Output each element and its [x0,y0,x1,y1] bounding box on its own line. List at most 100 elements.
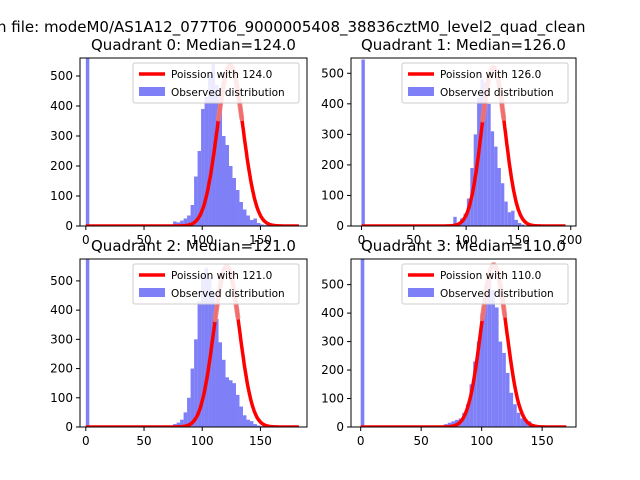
y-tick-label: 0 [65,219,73,233]
histogram-bar [521,224,525,226]
histogram-bar [173,221,177,226]
x-tick-label: 50 [406,233,421,247]
legend-box [132,62,300,104]
legend-label-observed: Observed distribution [440,87,554,99]
histogram-bar [520,418,524,427]
x-tick-label: 150 [531,434,554,448]
x-tick-label: 50 [136,233,151,247]
histogram-bar [494,307,499,427]
x-tick-label: 150 [249,233,272,247]
histogram-bar [480,79,484,226]
legend-box [132,263,300,305]
y-tick-label: 300 [50,332,73,346]
histogram-bar [225,145,230,226]
histogram-bar [246,215,250,226]
legend-label-observed: Observed distribution [171,288,285,300]
x-tick-label: 0 [357,434,365,448]
histogram-bar [451,421,456,427]
chart-panel-3: 0 50 100 150 0 100 200 300 400 500 Poission with 1… [321,237,577,448]
legend-label-poisson: Poission with 124.0 [171,69,272,81]
figure-suptitle: n file: modeM0/AS1A12_077T06_9000005408_… [0,18,586,37]
histogram-bar [260,224,264,226]
legend: Poission with 110.0 Observed distribution [401,263,569,305]
histogram-bar [487,103,491,226]
y-tick-label: 200 [321,158,344,172]
histogram-bar [201,109,205,226]
histogram-bar [469,384,474,427]
histogram-bar [249,220,254,226]
legend-bar-swatch [408,288,434,297]
legend: Poission with 121.0 Observed distribution [132,263,300,305]
axes-frame [350,57,577,227]
poisson-curve [84,63,301,226]
y-tick-label: 500 [50,274,73,288]
y-tick-label: 200 [50,362,73,376]
chart-panel-0: 0 50 100 150 0 100 200 300 400 500 Poission with 1… [50,36,308,247]
x-tick-label: 100 [470,434,493,448]
y-tick-label: 100 [50,391,73,405]
histogram-bar [204,97,209,226]
histogram-bar [85,58,90,226]
histogram-bar [218,342,223,427]
histogram-bar [360,259,365,427]
x-tick-label: 200 [559,233,582,247]
histogram-bar [201,275,205,427]
histogram-bar [514,219,518,226]
x-tick-label: 50 [136,434,151,448]
legend-bar-swatch [408,87,434,96]
histogram-bar [232,178,236,226]
histogram-bar [187,397,191,427]
y-tick-label: 100 [321,392,344,406]
histogram-bar [476,341,481,427]
histogram-bar [256,223,261,226]
histogram-bar [249,421,254,427]
legend: Poission with 124.0 Observed distribution [132,62,300,104]
histogram-bar [256,425,261,427]
histogram-bar [208,74,212,226]
histogram-bar [513,404,517,427]
y-tick-label: 200 [321,363,344,377]
x-tick-label: 150 [507,233,530,247]
histogram-bar [242,415,247,427]
y-tick-label: 100 [50,189,73,203]
y-tick-label: 0 [65,420,73,434]
histogram-bar [180,419,184,427]
histogram-bar [225,377,230,427]
histogram-bar [465,404,470,427]
y-tick-label: 400 [50,99,73,113]
histogram-bar [507,212,512,226]
axes-frame [350,258,577,428]
histogram-bar [180,220,184,226]
histogram-bar [183,412,188,427]
legend-label-observed: Observed distribution [440,288,554,300]
histogram-bar [215,318,219,427]
panel-title: Quadrant 2: Median=121.0 [91,237,296,255]
histogram-bar [229,380,233,427]
legend-label-poisson: Poission with 110.0 [440,270,541,282]
panel-title: Quadrant 0: Median=124.0 [91,36,296,54]
histogram-bar [505,372,510,427]
histogram-bar [222,136,226,226]
y-tick-label: 500 [321,278,344,292]
legend-bar-swatch [139,87,165,96]
chart-panel-1: 0 50 100 150 200 0 100 200 300 400 500 Poission wit… [321,36,582,247]
histogram-bar [229,166,233,226]
histogram-bar [204,267,209,427]
histogram-bar [218,100,223,226]
histogram-bar [239,406,243,427]
histogram-bar [183,218,188,226]
y-tick-label: 200 [50,159,73,173]
histogram-bar [453,216,457,226]
y-tick-label: 400 [321,306,344,320]
y-tick-label: 0 [336,420,344,434]
y-tick-label: 0 [336,219,344,233]
y-tick-label: 400 [50,303,73,317]
histogram-bar [490,131,495,226]
histogram-bar [197,151,202,226]
y-tick-label: 400 [321,97,344,111]
x-tick-label: 100 [191,434,214,448]
chart-panel-2: 0 50 100 150 0 100 200 300 400 500 Poission with 1… [50,237,308,448]
histogram-bar [480,313,485,427]
histogram-bar [246,419,250,427]
